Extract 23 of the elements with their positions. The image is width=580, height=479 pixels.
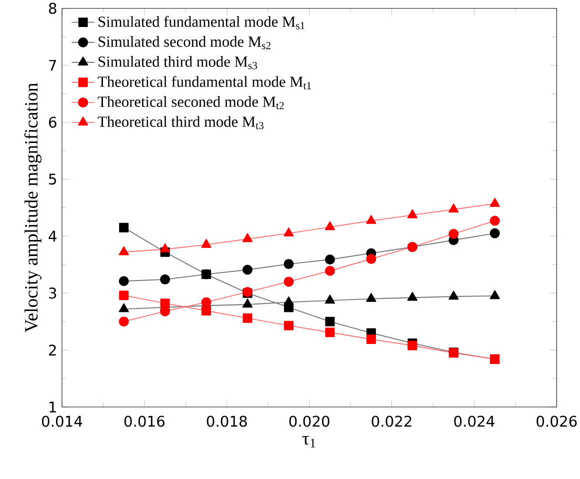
y-axis-title: Velocity amplitude magnification [24, 82, 42, 332]
x-tick-label: 0.020 [289, 416, 330, 427]
x-tick-label: 0.026 [536, 416, 577, 427]
y-tick-label: 4 [48, 230, 56, 242]
legend-label: Simulated fundamental mode M$_{s1}$ [98, 16, 304, 30]
y-tick-label: 6 [48, 116, 56, 128]
y-tick-label: 5 [49, 174, 56, 185]
x-tick-label: 0.016 [124, 416, 165, 427]
y-tick-label: 7 [49, 60, 56, 71]
legend-label: Simulated second mode M$_{s2}$ [98, 36, 270, 50]
x-tick-label: 0.024 [454, 416, 494, 427]
x-tick-label: 0.022 [372, 416, 412, 427]
x-tick-label: 0.014 [42, 416, 82, 427]
y-tick-label: 2 [49, 344, 56, 356]
legend-label: Simulated third mode M$_{s3}$ [98, 56, 258, 70]
y-tick-label: 8 [48, 2, 56, 14]
legend-label: Theoretical third mode M$_{t3}$ [98, 116, 264, 130]
legend-label: Theoretical seconed mode M$_{t2}$ [98, 96, 284, 110]
legend-label: Theoretical fundamental mode M$_{t1}$ [98, 76, 311, 90]
x-tick-label: 0.018 [206, 416, 247, 427]
y-tick-label: 1 [50, 402, 56, 412]
x-axis-title: τ$_{1}$ [302, 436, 316, 448]
y-tick-label: 3 [49, 288, 56, 299]
